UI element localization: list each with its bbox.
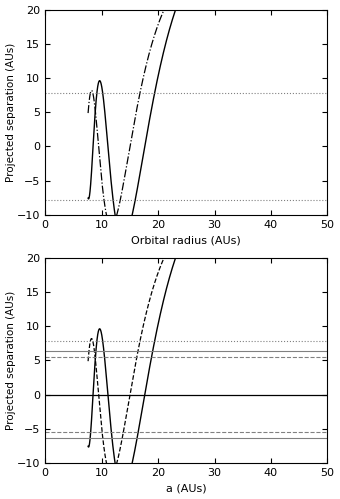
Y-axis label: Projected separation (AUs): Projected separation (AUs) bbox=[5, 42, 16, 182]
Y-axis label: Projected separation (AUs): Projected separation (AUs) bbox=[5, 291, 16, 430]
X-axis label: Orbital radius (AUs): Orbital radius (AUs) bbox=[132, 236, 241, 246]
X-axis label: a (AUs): a (AUs) bbox=[166, 484, 207, 494]
